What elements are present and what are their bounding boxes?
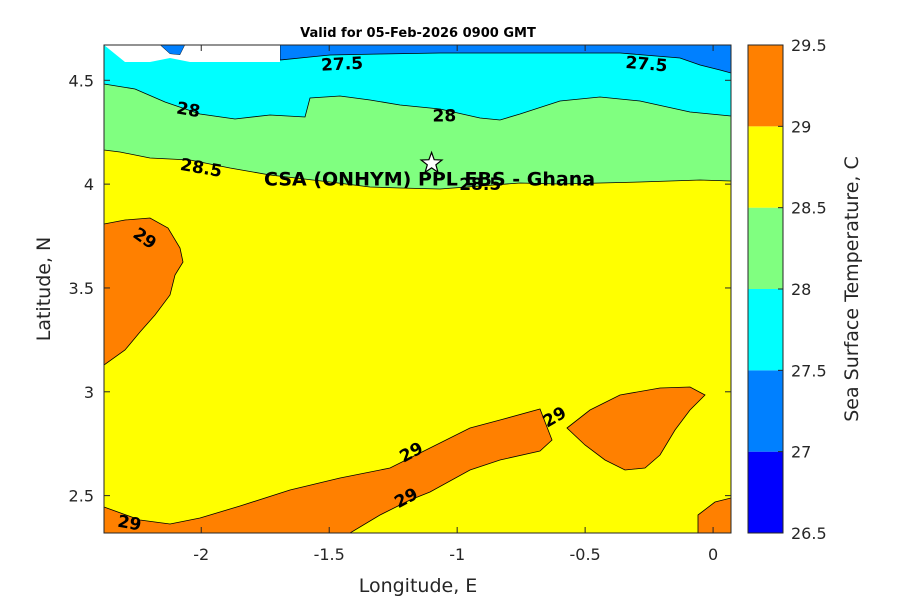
colorbar-tick-label: 27	[791, 443, 811, 462]
colorbar-segment	[748, 289, 783, 371]
y-tick-label: 4	[84, 175, 94, 194]
contour-label-text: 28.5	[459, 175, 501, 195]
contour-label-text: 29	[116, 512, 143, 536]
colorbar-tick-label: 29	[791, 117, 811, 136]
y-tick-label: 3	[84, 383, 94, 402]
colorbar: 26.5 27 27.5 28 28.5 29 29.5	[747, 36, 827, 543]
colorbar-segment	[748, 207, 783, 289]
colorbar-segment	[748, 451, 783, 533]
y-tick-label: 2.5	[69, 487, 94, 506]
contour-label: 28.5	[459, 175, 501, 195]
x-axis-label: Longitude, E	[359, 575, 478, 597]
contour-label: 29	[116, 512, 143, 536]
y-tick-label: 3.5	[69, 279, 94, 298]
x-tick-label: 0	[708, 545, 718, 564]
band-27-27.5	[104, 45, 731, 74]
site-star-marker	[419, 150, 444, 174]
colorbar-label: Sea Surface Temperature, C	[841, 156, 863, 422]
contour-label: 27.5	[625, 53, 669, 77]
x-tick-label: -1.5	[314, 545, 345, 564]
x-tick-label: -0.5	[570, 545, 601, 564]
site-label: CSA (ONHYM) PPL EBS - Ghana	[264, 168, 595, 190]
nodata-patch	[104, 45, 280, 62]
colorbar-tick-label: 28	[791, 280, 811, 299]
band-29-29.5-left	[104, 217, 184, 366]
contour-label-text: 28	[433, 107, 457, 127]
y-axis-label: Latitude, N	[33, 237, 55, 342]
contour-label-text: 27.5	[625, 53, 669, 77]
chart-title: Valid for 05-Feb-2026 0900 GMT	[300, 26, 536, 41]
colorbar-tick-label: 27.5	[791, 361, 827, 380]
colorbar-tick-label: 28.5	[791, 199, 827, 218]
band-29-29.5-bottom	[104, 408, 553, 533]
x-tick-label: -1	[449, 545, 465, 564]
colorbar-segment	[748, 45, 783, 127]
contour-label: 28	[175, 98, 202, 122]
plot-frame	[103, 44, 732, 534]
contour-label-text: 28	[175, 98, 202, 122]
band-29-29.5-corner	[697, 497, 731, 533]
band-29-29.5-right	[566, 386, 706, 471]
y-axis: 2.5 3 3.5 4 4.5	[69, 71, 731, 506]
y-tick-label: 4.5	[69, 71, 94, 90]
band-27.5-28	[104, 45, 731, 121]
contour-label-text: 27.5	[321, 54, 364, 76]
contour-label: 28	[433, 107, 457, 127]
colorbar-segment	[748, 126, 783, 208]
colorbar-tick-label: 29.5	[791, 36, 827, 55]
colorbar-segment	[748, 370, 783, 452]
site-layer: CSA (ONHYM) PPL EBS - Ghana	[264, 150, 595, 190]
colorbar-tick-label: 26.5	[791, 524, 827, 543]
x-tick-label: -2	[193, 545, 209, 564]
x-axis: -2 -1.5 -1 -0.5 0	[193, 45, 718, 564]
contour-label: 27.5	[321, 54, 364, 76]
